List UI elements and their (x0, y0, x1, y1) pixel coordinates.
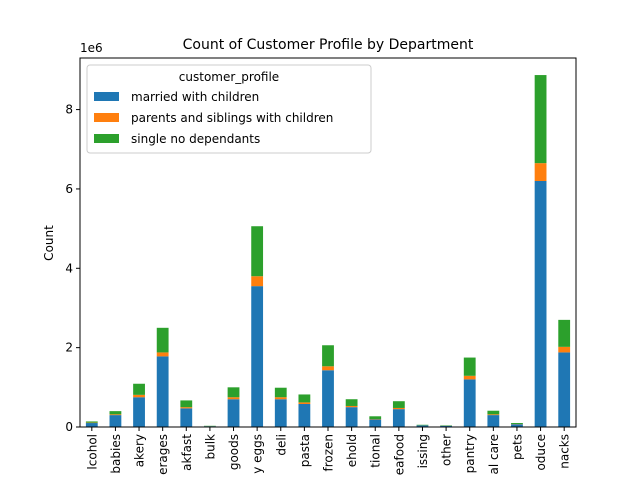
legend-label: married with children (131, 90, 259, 104)
bar-pantry-series-2 (463, 357, 476, 376)
bar-other-series-0 (440, 425, 452, 427)
x-tick-label: y eggs (251, 434, 265, 474)
legend-label: parents and siblings with children (131, 111, 333, 125)
x-tick-label: frozen (322, 434, 336, 472)
bar-ehold-series-1 (345, 405, 358, 408)
bar-babies-series-2 (109, 411, 122, 415)
bar-akfast-series-0 (180, 408, 193, 427)
bar-y-eggs-series-2 (251, 226, 264, 277)
bar-erages-series-0 (156, 356, 169, 427)
bar-ehold-series-0 (345, 407, 358, 427)
x-tick-label: lcohol (85, 434, 99, 470)
bar-oduce-series-0 (534, 181, 547, 427)
x-tick-label: other (440, 434, 454, 466)
y-tick-label: 8 (65, 103, 73, 117)
y-tick-label: 6 (65, 182, 73, 196)
bar-pantry-series-0 (463, 379, 476, 427)
bar-tional-series-2 (369, 416, 382, 420)
bar-ehold-series-2 (345, 399, 358, 406)
bar-erages-series-1 (156, 352, 169, 357)
bar-pasta-series-0 (298, 403, 311, 427)
legend-swatch (94, 113, 119, 122)
x-tick-label: al care (487, 434, 501, 475)
bar-goods-series-1 (227, 397, 240, 400)
bar-frozen-series-2 (322, 345, 334, 367)
bar-tional-series-0 (369, 419, 382, 427)
legend-title: customer_profile (179, 70, 279, 84)
bar-frozen-series-0 (322, 370, 334, 427)
x-tick-label: akfast (180, 434, 194, 471)
bar-pets-series-2 (511, 423, 523, 425)
legend[interactable]: customer_profile married with children pa… (86, 64, 372, 154)
bar-eafood-series-2 (392, 401, 405, 408)
bar-issing-series-0 (416, 425, 429, 427)
bar-eafood-series-1 (392, 407, 405, 410)
x-tick-label: babies (109, 434, 123, 474)
legend-swatch (94, 134, 119, 143)
bar-nacks-series-0 (558, 352, 571, 427)
bar-oduce-series-2 (534, 75, 547, 164)
bars-layer (85, 75, 571, 427)
bar-y-eggs-series-1 (251, 276, 264, 287)
x-tick-label: pasta (298, 434, 312, 467)
chart-title: Count of Customer Profile by Department (183, 37, 474, 53)
x-tick-label: ehold (345, 434, 359, 467)
bar-babies-series-1 (109, 414, 122, 416)
bar-lcohol-series-0 (85, 423, 98, 427)
bar-akfast-series-2 (180, 400, 193, 408)
bar-pets-series-0 (511, 424, 523, 427)
y-offset-label: 1e6 (80, 41, 103, 55)
y-axis-label: Count (42, 225, 56, 261)
x-tick-label: eafood (392, 434, 406, 475)
legend-swatch (94, 92, 119, 101)
x-tick-label: pets (510, 434, 524, 460)
y-tick-label: 2 (65, 341, 73, 355)
legend-items: married with children parents and sibling… (94, 90, 333, 146)
bar-nacks-series-1 (558, 346, 571, 353)
bar-y-eggs-series-0 (251, 286, 264, 427)
bar-lcohol-series-2 (85, 421, 98, 423)
y-axis: 0 2 4 6 8 (65, 103, 80, 434)
bar-oduce-series-1 (534, 163, 547, 181)
bar-nacks-series-2 (558, 319, 571, 347)
x-axis: lcohol babies akery erages akfast bulk goods y … (85, 427, 572, 475)
bar-goods-series-0 (227, 399, 240, 427)
bar-akfast-series-1 (180, 407, 193, 409)
bar-pantry-series-1 (463, 375, 476, 380)
x-tick-label: bulk (203, 434, 217, 460)
bar-deli-series-2 (274, 387, 287, 398)
bar-al-care-series-1 (487, 414, 500, 416)
bar-issing-series-2 (416, 424, 429, 426)
bar-al-care-series-0 (487, 415, 500, 427)
x-tick-label: nacks (558, 434, 572, 469)
y-tick-label: 0 (65, 420, 73, 434)
bar-al-care-series-2 (487, 410, 500, 415)
bar-deli-series-1 (274, 397, 287, 400)
bar-akery-series-2 (133, 383, 145, 395)
x-tick-label: goods (227, 434, 241, 470)
legend-box (86, 64, 372, 154)
x-tick-label: erages (156, 434, 170, 475)
bar-pasta-series-2 (298, 394, 311, 403)
bar-goods-series-2 (227, 387, 240, 398)
x-tick-label: tional (369, 434, 383, 468)
bar-babies-series-0 (109, 415, 122, 427)
legend-label: single no dependants (131, 132, 260, 146)
bar-pasta-series-1 (298, 402, 311, 404)
bar-eafood-series-0 (392, 409, 405, 427)
x-tick-label: deli (274, 434, 288, 456)
x-tick-label: issing (416, 434, 430, 468)
x-tick-label: oduce (534, 434, 548, 471)
x-tick-label: pantry (463, 434, 477, 473)
y-tick-label: 4 (65, 261, 73, 275)
bar-deli-series-0 (274, 399, 287, 427)
bar-frozen-series-1 (322, 366, 334, 371)
x-tick-label: akery (133, 434, 147, 467)
bar-akery-series-0 (133, 397, 145, 427)
bar-erages-series-2 (156, 327, 169, 353)
plot-frame (79, 57, 577, 428)
bar-akery-series-1 (133, 394, 145, 398)
